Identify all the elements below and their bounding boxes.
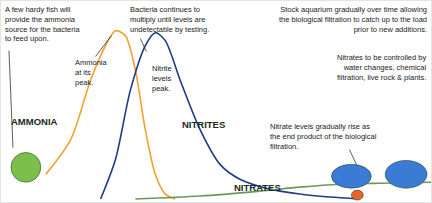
svg-text:NITRATES: NITRATES: [234, 182, 281, 193]
svg-text:NITRITES: NITRITES: [182, 119, 225, 130]
svg-text:Stock aquarium gradually over: Stock aquarium gradually over time allow…: [279, 5, 427, 34]
svg-text:Nitrate levels gradually rise: Nitrate levels gradually rise asthe end …: [270, 122, 377, 151]
svg-text:AMMONIA: AMMONIA: [11, 116, 58, 127]
svg-text:Bacteria continues tomultiply: Bacteria continues tomultiply until leve…: [130, 5, 209, 34]
svg-text:A few hardy fish willprovide t: A few hardy fish willprovide the ammonia…: [5, 5, 80, 43]
svg-text:Ammoniaat itspeak.: Ammoniaat itspeak.: [75, 58, 108, 87]
svg-text:Nitritelevelspeak.: Nitritelevelspeak.: [152, 64, 172, 93]
svg-text:Nitrates to be controlled bywa: Nitrates to be controlled bywater change…: [337, 53, 427, 82]
